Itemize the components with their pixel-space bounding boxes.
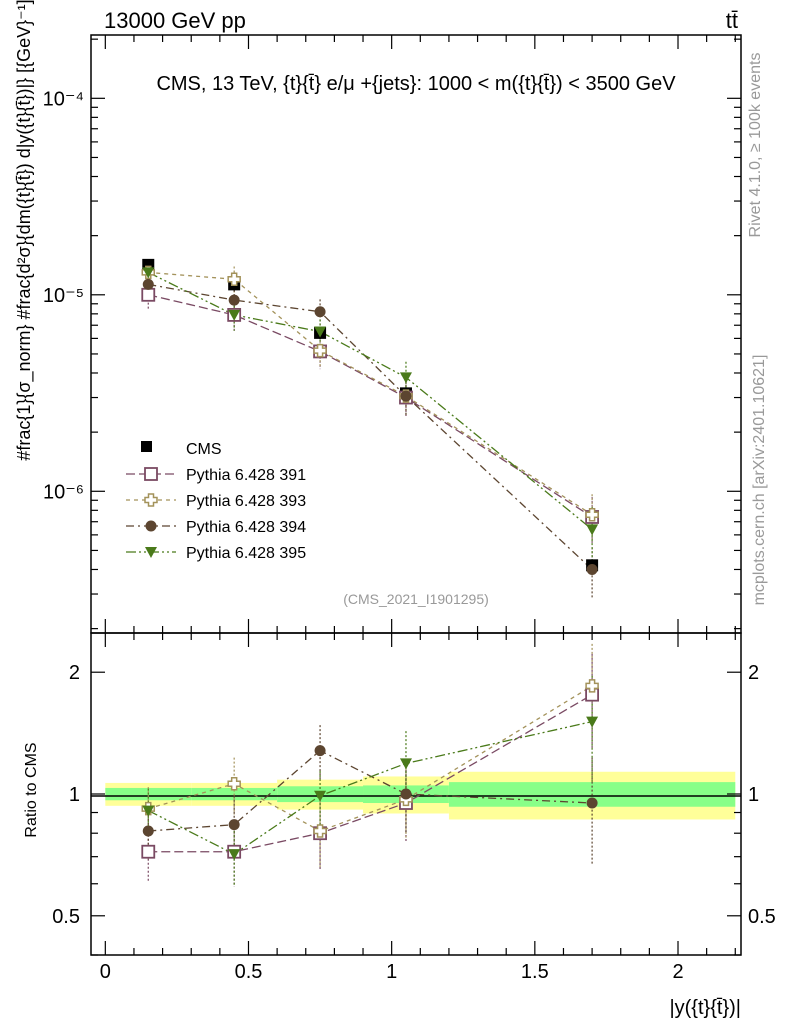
ratio-line-p395 [147, 720, 593, 855]
x-tick-label-0.5: 0.5 [235, 961, 263, 983]
ratio-point-p395 [586, 716, 599, 728]
x-axis-title: |y({t}{t̄})| [669, 997, 741, 1019]
legend-marker-p395 [145, 547, 157, 558]
ratio-point-p395 [314, 790, 327, 802]
y-tick-label-1e-5: 10⁻⁵ [43, 285, 84, 307]
legend-label-393: Pythia 6.428 393 [186, 493, 306, 510]
mcplots-label: mcplots.cern.ch [arXiv:2401.10621] [751, 355, 768, 606]
main-point-p393 [585, 507, 599, 522]
y-tick-label-1e-6: 10⁻⁶ [43, 481, 84, 503]
plot-title: CMS, 13 TeV, {t}{t̄} e/μ +{jets}: 1000 <… [156, 73, 676, 95]
legend-cms-marker [141, 441, 152, 452]
x-tick-label-0: 0 [100, 961, 111, 983]
ratio-point-p395 [228, 849, 241, 861]
y-ratio-tick-labels: 2 1 0.5 2 1 0.5 [52, 662, 776, 928]
main-line-p391 [148, 294, 593, 518]
ratio-point-p393 [313, 824, 327, 838]
legend-label-395: Pythia 6.428 395 [186, 545, 306, 562]
energy-label: 13000 GeV pp [104, 8, 246, 33]
axis-ticks [91, 35, 741, 956]
ratio-point-p393 [585, 679, 599, 693]
ratio-tick-label-0.5-right: 0.5 [748, 906, 776, 928]
x-tick-labels: 0 0.5 1 1.5 2 [100, 961, 684, 983]
y-tick-label-1e-4: 10⁻⁴ [43, 88, 84, 110]
ratio-tick-label-2: 2 [69, 662, 80, 684]
main-point-p394 [400, 390, 412, 402]
ratio-point-p395 [399, 758, 412, 770]
x-tick-label-1.5: 1.5 [521, 961, 549, 983]
main-point-p391 [141, 287, 156, 302]
rivet-version-label: Rivet 4.1.0, ≥ 100k events [747, 53, 764, 238]
main-point-p394 [586, 563, 598, 575]
main-point-p394 [228, 294, 240, 306]
x-tick-label-1: 1 [386, 961, 397, 983]
ratio-point-p391 [141, 844, 156, 859]
ratio-point-p394 [586, 797, 598, 809]
main-point-p394 [142, 278, 154, 290]
legend: CMS Pythia 6.428 391 Pythia 6.428 393 Py… [126, 441, 306, 562]
ratio-tick-label-2-right: 2 [748, 662, 759, 684]
y-main-tick-labels: 10⁻⁴ 10⁻⁵ 10⁻⁶ [43, 88, 84, 503]
main-plot-series [141, 258, 600, 600]
main-point-p395 [586, 524, 599, 536]
ratio-point-p395 [142, 805, 155, 817]
legend-marker-p393 [144, 493, 158, 507]
main-point-p395 [399, 372, 412, 384]
x-tick-label-2: 2 [672, 961, 683, 983]
ratio-point-p393 [227, 777, 241, 791]
ratio-point-p394 [314, 745, 326, 757]
legend-label-394: Pythia 6.428 394 [186, 519, 306, 536]
ratio-tick-label-1: 1 [69, 784, 80, 806]
legend-cms-label: CMS [186, 441, 222, 458]
analysis-id: (CMS_2021_I1901295) [343, 591, 489, 607]
main-line-p393 [148, 271, 593, 516]
main-panel-frame [90, 34, 742, 634]
main-point-p393 [227, 272, 241, 286]
main-point-p395 [228, 309, 241, 321]
ratio-tick-label-0.5: 0.5 [52, 906, 80, 928]
y-axis-title-main: #frac{1}{σ_norm} #frac{d²σ}{dm({t}{t̄}) … [14, 0, 35, 461]
main-point-p395 [142, 267, 155, 279]
legend-marker-p394 [145, 520, 157, 532]
ratio-point-p394 [400, 788, 412, 800]
main-point-p395 [314, 326, 327, 338]
legend-label-391: Pythia 6.428 391 [186, 467, 306, 484]
legend-marker-p391 [144, 467, 158, 481]
ratio-tick-label-1-right: 1 [748, 784, 759, 806]
process-label: tt̄ [726, 8, 738, 33]
main-point-p394 [314, 306, 326, 318]
ratio-point-p394 [142, 825, 154, 837]
ratio-plot-series [141, 643, 600, 887]
ratio-point-p394 [228, 819, 240, 831]
y-axis-title-ratio: Ratio to CMS [23, 742, 40, 837]
main-point-p393 [313, 343, 327, 358]
